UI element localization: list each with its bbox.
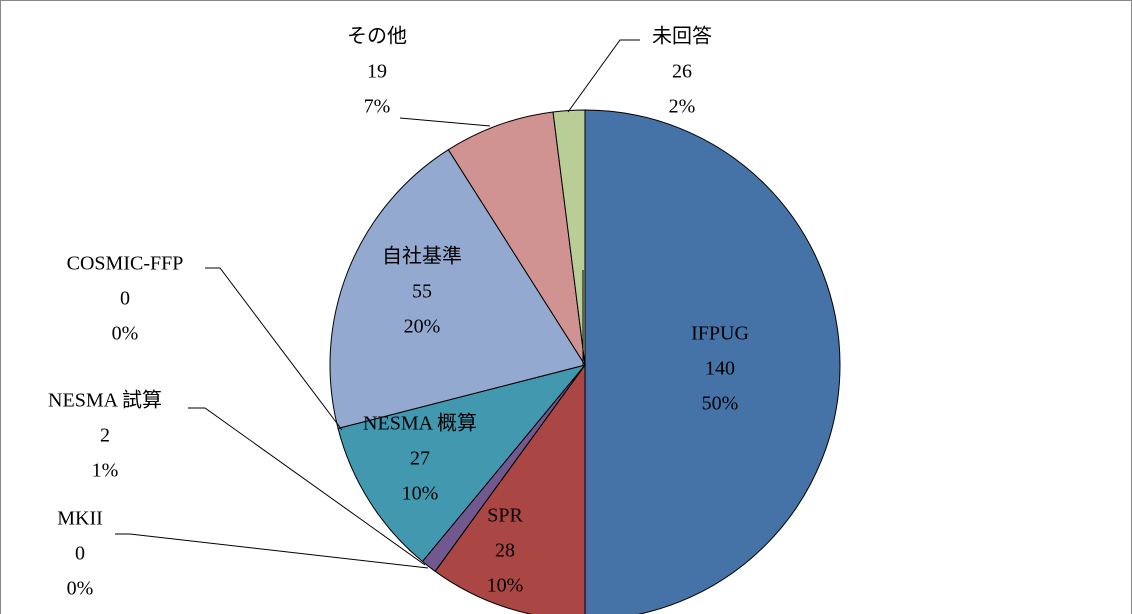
label-count: 19 xyxy=(367,61,387,83)
pie-slice xyxy=(329,149,586,430)
label-count: 55 xyxy=(412,281,432,303)
label-count: 28 xyxy=(495,540,515,562)
label-category: 未回答 xyxy=(652,25,712,48)
leader-line xyxy=(399,117,491,127)
label-count: 140 xyxy=(705,358,735,380)
label-percent: 0% xyxy=(67,578,94,600)
label-count: 27 xyxy=(410,448,430,470)
pie-slice xyxy=(584,109,841,614)
label-category: その他 xyxy=(347,25,407,48)
pie-slice xyxy=(447,111,586,366)
label-category: COSMIC-FFP xyxy=(67,253,184,275)
leader-line xyxy=(205,267,343,431)
label-category: IFPUG xyxy=(691,323,749,345)
label-percent: 7% xyxy=(364,96,391,118)
leader-line xyxy=(567,39,640,113)
label-category: MKII xyxy=(57,508,103,530)
label-category: NESMA 試算 xyxy=(48,389,162,412)
label-count: 0 xyxy=(120,288,130,310)
label-percent: 0% xyxy=(112,323,139,345)
label-category: NESMA 概算 xyxy=(363,412,477,435)
label-count: 0 xyxy=(75,543,85,565)
label-percent: 1% xyxy=(92,460,119,482)
label-count: 26 xyxy=(672,61,692,83)
label-category: SPR xyxy=(487,505,523,527)
leader-line xyxy=(188,407,426,566)
pie-slice xyxy=(434,363,586,614)
pie-slice xyxy=(337,364,587,563)
leader-line xyxy=(115,533,429,569)
label-percent: 50% xyxy=(702,393,739,415)
label-category: 自社基準 xyxy=(382,245,462,268)
label-percent: 2% xyxy=(669,96,696,118)
label-count: 2 xyxy=(100,425,110,447)
label-percent: 10% xyxy=(487,575,524,597)
label-percent: 10% xyxy=(402,483,439,505)
label-percent: 20% xyxy=(404,316,441,338)
